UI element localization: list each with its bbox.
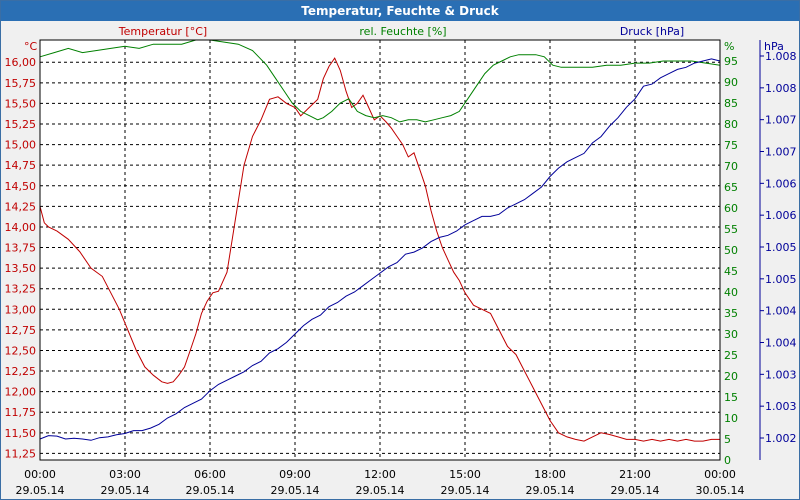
pressure-tick-label: 1.005 <box>765 241 797 254</box>
window-title: Temperatur, Feuchte & Druck <box>1 1 799 21</box>
x-tick-date: 30.05.14 <box>696 484 745 497</box>
temperature-line <box>39 57 720 442</box>
temperature-tick-label: 11,50 <box>5 427 37 440</box>
temperature-unit: °C <box>24 40 38 53</box>
pressure-tick-label: 1.008 <box>765 50 797 63</box>
plot-frame <box>39 39 721 461</box>
x-tick-date: 29.05.14 <box>16 484 65 497</box>
temperature-tick-label: 14,75 <box>5 159 37 172</box>
pressure-tick-label: 1.003 <box>765 368 797 381</box>
temperature-tick-label: 15,50 <box>5 97 37 110</box>
humidity-tick-label: 10 <box>724 412 738 425</box>
humidity-tick-label: 60 <box>724 202 738 215</box>
temperature-tick-label: 13,25 <box>5 283 37 296</box>
humidity-line <box>39 39 721 123</box>
temperature-tick-label: 16,00 <box>5 56 37 69</box>
humidity-tick-label: 90 <box>724 76 738 89</box>
pressure-unit: hPa <box>764 40 784 53</box>
temperature-tick-label: 12,00 <box>5 386 37 399</box>
pressure-tick-label: 1.006 <box>765 209 797 222</box>
humidity-tick-label: 35 <box>724 307 738 320</box>
pressure-tick-label: 1.007 <box>765 146 797 159</box>
pressure-line <box>39 58 721 441</box>
humidity-unit: % <box>724 40 734 53</box>
temperature-tick-label: 15,25 <box>5 118 37 131</box>
pressure-tick-label: 1.004 <box>765 337 797 350</box>
x-tick-time: 00:00 <box>24 468 56 481</box>
x-tick-date: 29.05.14 <box>611 484 660 497</box>
temperature-tick-label: 12,25 <box>5 365 37 378</box>
pressure-tick-label: 1.006 <box>765 177 797 190</box>
humidity-tick-label: 0 <box>724 454 731 467</box>
humidity-tick-label: 70 <box>724 160 738 173</box>
x-tick-date: 29.05.14 <box>186 484 235 497</box>
temperature-tick-label: 13,50 <box>5 262 37 275</box>
x-tick-time: 12:00 <box>364 468 396 481</box>
x-tick-time: 15:00 <box>449 468 481 481</box>
pressure-tick-label: 1.007 <box>765 114 797 127</box>
axes: 00:00 29.05.14 03:00 29.05.14 06:00 29.05.14 0… <box>5 25 797 497</box>
humidity-tick-label: 25 <box>724 349 738 362</box>
pressure-axis-label: Druck [hPa] <box>620 25 684 38</box>
series-lines <box>39 39 721 442</box>
humidity-tick-label: 75 <box>724 139 738 152</box>
x-tick-time: 18:00 <box>534 468 566 481</box>
humidity-tick-label: 40 <box>724 286 738 299</box>
temperature-tick-label: 12,50 <box>5 344 37 357</box>
humidity-axis-label: rel. Feuchte [%] <box>359 25 446 38</box>
temperature-tick-label: 15,75 <box>5 77 37 90</box>
humidity-tick-label: 65 <box>724 181 738 194</box>
pressure-tick-label: 1.002 <box>765 432 797 445</box>
temperature-axis-label: Temperatur [°C] <box>118 25 207 38</box>
x-tick-time: 06:00 <box>194 468 226 481</box>
temperature-tick-label: 13,00 <box>5 303 37 316</box>
temperature-tick-label: 13,75 <box>5 242 37 255</box>
x-tick-date: 29.05.14 <box>271 484 320 497</box>
grid <box>40 40 720 460</box>
pressure-tick-label: 1.004 <box>765 305 797 318</box>
humidity-tick-label: 85 <box>724 97 738 110</box>
humidity-tick-label: 50 <box>724 244 738 257</box>
humidity-tick-label: 20 <box>724 370 738 383</box>
x-tick-time: 03:00 <box>109 468 141 481</box>
temperature-tick-label: 11,25 <box>5 447 37 460</box>
x-tick-time: 09:00 <box>279 468 311 481</box>
temperature-tick-label: 14,00 <box>5 221 37 234</box>
humidity-tick-label: 30 <box>724 328 738 341</box>
x-tick-date: 29.05.14 <box>356 484 405 497</box>
x-tick-date: 29.05.14 <box>441 484 490 497</box>
temperature-tick-label: 14,50 <box>5 180 37 193</box>
humidity-tick-label: 15 <box>724 391 738 404</box>
temperature-tick-label: 11,75 <box>5 406 37 419</box>
temperature-tick-label: 12,75 <box>5 324 37 337</box>
humidity-tick-label: 80 <box>724 118 738 131</box>
temperature-tick-label: 15,00 <box>5 139 37 152</box>
x-tick-time: 00:00 <box>704 468 736 481</box>
x-tick-date: 29.05.14 <box>101 484 150 497</box>
x-tick-time: 21:00 <box>619 468 651 481</box>
pressure-tick-label: 1.003 <box>765 400 797 413</box>
pressure-tick-label: 1.008 <box>765 82 797 95</box>
pressure-tick-label: 1.005 <box>765 273 797 286</box>
humidity-tick-label: 95 <box>724 55 738 68</box>
x-tick-date: 29.05.14 <box>526 484 575 497</box>
humidity-tick-label: 5 <box>724 433 731 446</box>
temperature-tick-label: 14,25 <box>5 200 37 213</box>
humidity-tick-label: 45 <box>724 265 738 278</box>
humidity-tick-label: 55 <box>724 223 738 236</box>
